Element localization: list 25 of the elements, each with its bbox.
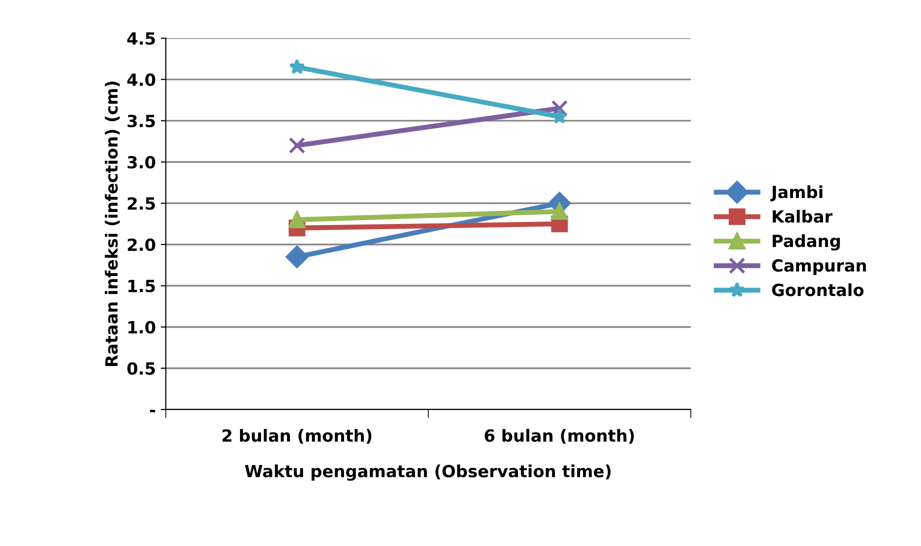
point [288, 211, 306, 228]
point [286, 246, 308, 268]
x-axis-title: Waktu pengamatan (Observation time) [244, 464, 611, 481]
y-tick-label: 3.5 [128, 114, 155, 128]
legend-label: Kalbar [772, 210, 832, 223]
y-tick-label: 0.5 [127, 362, 155, 375]
x-tick-label: 2 bulan (month) [222, 428, 372, 444]
y-tick-label: 1.5 [128, 280, 155, 292]
x-tick-label: 6 bulan (month) [484, 428, 634, 444]
y-tick-label: 2.0 [128, 238, 156, 252]
legend-label: Jambi [770, 185, 822, 202]
legend-label: Padang [772, 234, 840, 251]
y-tick-label: 3.0 [128, 156, 156, 169]
point [551, 100, 568, 117]
legend-label: Campuran [772, 259, 866, 276]
y-tick-label: 4.5 [127, 32, 155, 45]
y-tick-label: - [150, 410, 156, 412]
point [551, 203, 568, 220]
y-tick-label: 2.5 [128, 197, 155, 210]
y-tick-label: 1.0 [128, 320, 156, 334]
point [289, 58, 306, 74]
legend-label: Gorontalo [772, 283, 864, 296]
y-axis-title: Rataan infeksi (infection) (cm) [104, 82, 120, 366]
point [288, 137, 306, 154]
y-tick-label: 4.0 [127, 73, 156, 86]
